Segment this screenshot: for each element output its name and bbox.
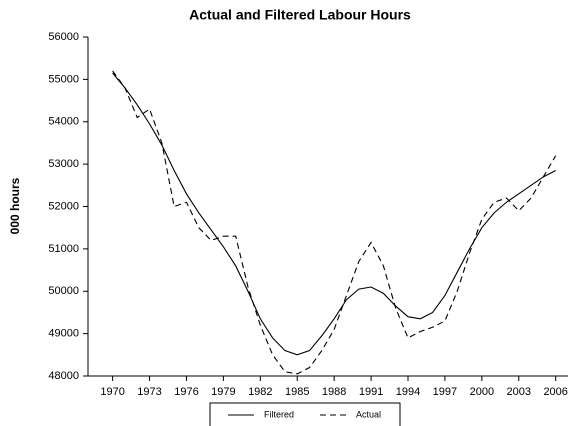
x-tick-label: 1970 (100, 386, 124, 398)
y-tick-label: 52000 (48, 200, 79, 212)
x-tick-label: 1994 (396, 386, 420, 398)
x-tick-label: 1985 (285, 386, 309, 398)
x-tick-label: 2003 (507, 386, 531, 398)
y-tick-label: 54000 (48, 116, 79, 128)
y-tick-label: 56000 (48, 31, 79, 43)
y-tick-label: 51000 (48, 243, 79, 255)
x-tick-label: 2006 (543, 386, 567, 398)
y-axis-label: 000 hours (8, 177, 22, 234)
y-tick-label: 55000 (48, 73, 79, 85)
legend (209, 402, 401, 426)
legend-label: Actual (356, 409, 381, 419)
x-tick-label: 1976 (174, 386, 198, 398)
legend-label: Filtered (264, 409, 294, 419)
series-line (112, 72, 556, 356)
x-tick-label: 2000 (470, 386, 494, 398)
x-tick-label: 1973 (137, 386, 161, 398)
y-tick-label: 48000 (48, 370, 79, 382)
y-tick-label: 53000 (48, 158, 79, 170)
x-tick-label: 1997 (433, 386, 457, 398)
x-tick-label: 1991 (359, 386, 383, 398)
x-tick-label: 1982 (248, 386, 272, 398)
x-tick-label: 1988 (322, 386, 346, 398)
x-tick-label: 1979 (211, 386, 235, 398)
chart-title: Actual and Filtered Labour Hours (189, 7, 411, 23)
y-tick-label: 49000 (48, 328, 79, 340)
y-tick-label: 50000 (48, 285, 79, 297)
series-line (112, 70, 557, 375)
